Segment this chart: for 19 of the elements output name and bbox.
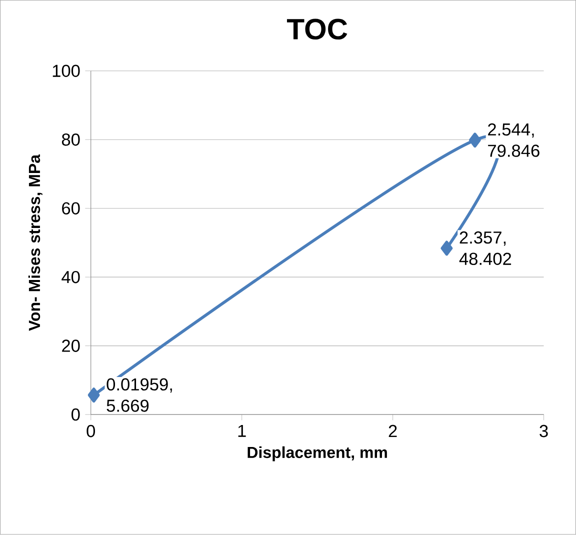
data-label: 0.01959, 5.669	[106, 378, 172, 412]
x-axis-title: Displacement, mm	[248, 446, 387, 462]
data-label: 2.544, 79.846	[488, 123, 540, 158]
y-tick-label: 80	[62, 134, 80, 146]
y-axis-title: Von- Mises stress, MPa	[28, 154, 42, 331]
y-tick-label: 40	[62, 271, 80, 284]
y-tick-label: 20	[62, 340, 80, 352]
x-tick-label: 1	[238, 425, 246, 437]
chart-title: TOC	[286, 18, 348, 40]
point	[440, 240, 453, 256]
data-label: 2.357, 48.402	[459, 232, 512, 266]
x-tick-label: 3	[540, 425, 548, 438]
y-tick-label: 100	[52, 64, 80, 78]
point	[88, 388, 100, 403]
x-tick-label: 2	[388, 425, 397, 438]
y-tick-label: 0	[72, 408, 80, 421]
point	[468, 132, 481, 148]
y-tick-label: 60	[62, 202, 80, 215]
x-tick-label: 0	[86, 425, 95, 438]
